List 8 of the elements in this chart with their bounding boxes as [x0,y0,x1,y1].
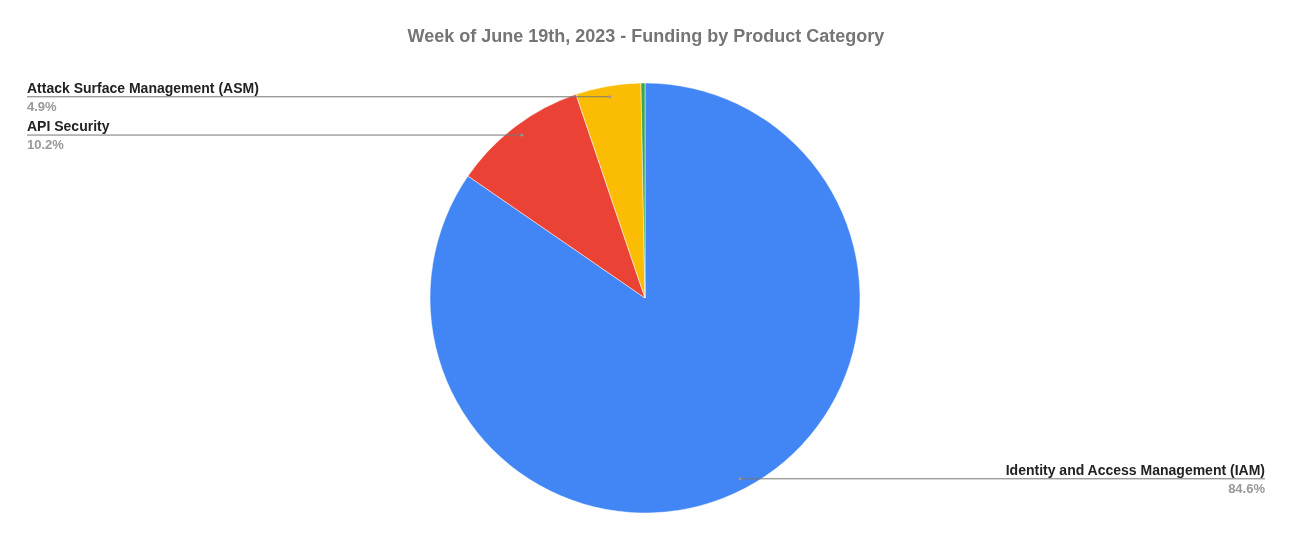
data-label: 4.9% [27,98,58,114]
data-label: 84.6% [1228,480,1266,496]
slice-label: API Security [27,118,110,135]
chart-title: Week of June 19th, 2023 - Funding by Product Category [407,26,885,46]
slice-label: Identity and Access Management (IAM) [1005,461,1265,478]
data-label: 10.2% [27,137,65,153]
pie-slice [429,82,861,514]
slice-label: Attack Surface Management (ASM) [27,79,259,96]
